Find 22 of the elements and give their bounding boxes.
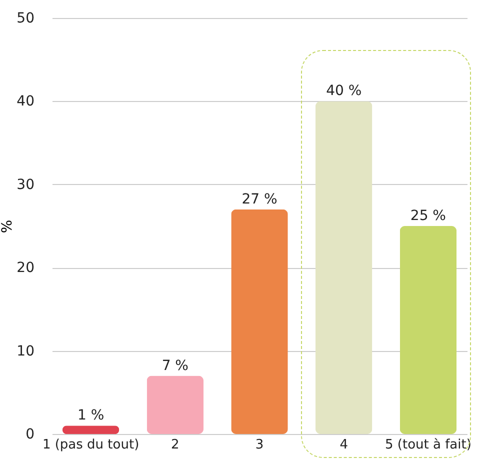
bar	[315, 101, 372, 434]
y-axis-title: %	[0, 220, 16, 234]
data-label: 40 %	[326, 83, 362, 100]
bar	[62, 426, 120, 434]
data-label: 25 %	[410, 208, 446, 224]
data-label: 27 %	[242, 191, 278, 208]
y-tick-label: 30	[16, 176, 34, 193]
bar	[146, 376, 204, 434]
y-tick-label: 10	[16, 343, 34, 360]
y-tick-label: 50	[16, 10, 34, 26]
x-tick-label: 4	[340, 438, 348, 452]
x-tick-label: 2	[171, 438, 180, 452]
bar	[400, 226, 457, 434]
y-tick-label: 40	[16, 94, 34, 110]
x-tick-label: 5 (tout à fait)	[384, 438, 472, 452]
x-tick-label: 3	[255, 438, 264, 452]
data-label: 7 %	[162, 358, 188, 374]
data-label: 1 %	[77, 408, 104, 424]
bar	[231, 209, 288, 434]
y-tick-label: 0	[26, 426, 34, 442]
y-tick-label: 20	[16, 260, 34, 276]
x-tick-label: 1 (pas du tout)	[42, 438, 140, 452]
